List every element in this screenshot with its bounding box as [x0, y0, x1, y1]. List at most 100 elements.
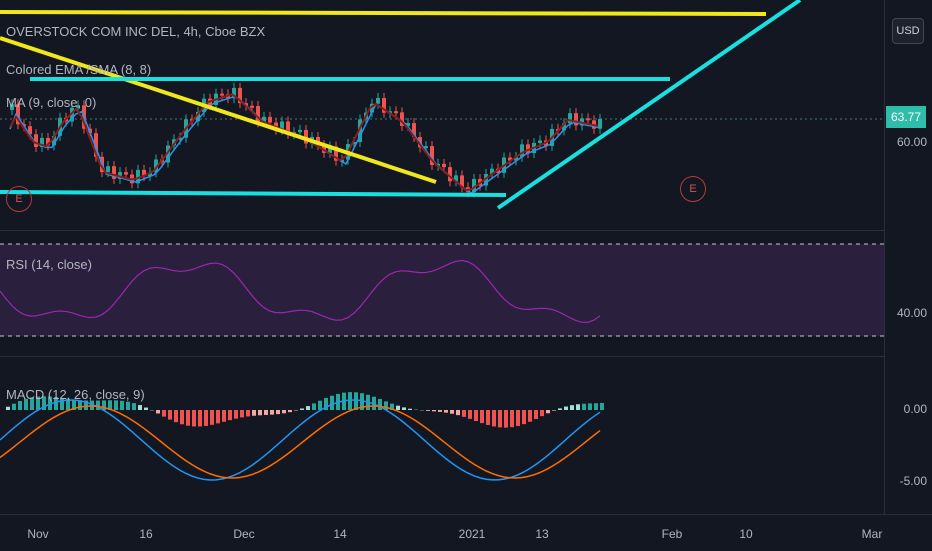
macd-histogram-bar [330, 396, 334, 410]
macd-histogram-bar [228, 410, 232, 420]
ma-line [10, 97, 598, 193]
price-level-label: 60.00 [897, 135, 927, 149]
time-axis[interactable]: Nov 16 Dec 14 2021 13 Feb 10 Mar [0, 514, 932, 551]
price-scale[interactable]: 60.00 40.00 0.00 -5.00 [884, 0, 932, 514]
macd-histogram-bar [246, 410, 250, 416]
candle-body [568, 113, 572, 123]
macd-histogram-bar [126, 402, 130, 410]
candle-body [394, 111, 398, 113]
trendline-cyan-support [0, 192, 506, 195]
last-price-tag: 63.77 [886, 106, 926, 128]
macd-histogram-bar [588, 403, 592, 410]
macd-histogram-bar [300, 408, 304, 410]
macd-histogram-bar [6, 407, 10, 410]
time-tick: 13 [535, 527, 548, 541]
macd-histogram-bar [156, 410, 160, 413]
macd-histogram-bar [408, 409, 412, 410]
macd-pane[interactable]: MACD (12, 26, close, 9) [0, 357, 884, 514]
macd-histogram-bar [132, 403, 136, 410]
macd-histogram-bar [498, 410, 502, 427]
macd-chart[interactable] [0, 357, 884, 514]
ma-indicator-label[interactable]: MA (9, close, 0) [6, 95, 96, 110]
macd-histogram-bar [270, 410, 274, 415]
candle-body [124, 172, 128, 174]
time-tick: Mar [862, 527, 883, 541]
ema-indicator-label[interactable]: Colored EMA /SMA (8, 8) [6, 62, 151, 77]
macd-histogram-bar [288, 410, 292, 412]
macd-histogram-bar [282, 410, 286, 413]
macd-histogram-bar [162, 410, 166, 417]
macd-indicator-label[interactable]: MACD (12, 26, close, 9) [6, 387, 145, 402]
macd-histogram-bar [318, 401, 322, 410]
macd-histogram-bar [486, 410, 490, 425]
time-tick: Feb [662, 527, 683, 541]
macd-zero-label: 0.00 [904, 402, 927, 416]
macd-histogram-bar [582, 404, 586, 410]
candle-body [442, 164, 446, 167]
time-tick: 10 [739, 527, 752, 541]
macd-histogram-bar [348, 392, 352, 410]
candle-body [598, 119, 602, 129]
macd-histogram-bar [492, 410, 496, 426]
macd-histogram-bar [570, 405, 574, 410]
macd-histogram-bar [168, 410, 172, 420]
candle-body [220, 94, 224, 96]
macd-histogram-bar [474, 410, 478, 421]
candle-body [376, 98, 380, 104]
macd-histogram-bar [432, 410, 436, 411]
macd-histogram-bar [516, 410, 520, 426]
macd-histogram-bar [558, 408, 562, 410]
macd-histogram-bar [138, 405, 142, 410]
macd-histogram-bar [462, 410, 466, 417]
macd-histogram-bar [546, 410, 550, 413]
macd-histogram-bar [240, 410, 244, 417]
macd-histogram-bar [444, 410, 448, 413]
macd-histogram-bar [264, 410, 268, 415]
rsi-chart[interactable] [0, 231, 884, 356]
macd-histogram-bar [480, 410, 484, 423]
macd-histogram-bar [252, 410, 256, 416]
macd-histogram-bar [396, 406, 400, 410]
time-tick: Dec [233, 527, 254, 541]
macd-histogram-bar [234, 410, 238, 419]
macd-histogram-bar [510, 410, 514, 427]
candle-body [106, 166, 110, 172]
macd-histogram-bar [552, 410, 556, 411]
macd-histogram-bar [312, 403, 316, 410]
candle-body [268, 117, 272, 123]
macd-histogram-bar [564, 407, 568, 410]
macd-histogram-bar [180, 410, 184, 424]
macd-histogram-bar [216, 410, 220, 423]
macd-histogram-bar [174, 410, 178, 422]
rsi-indicator-label[interactable]: RSI (14, close) [6, 257, 92, 272]
macd-histogram-bar [522, 410, 526, 424]
candle-body [298, 130, 302, 132]
macd-histogram-bar [192, 410, 196, 426]
time-tick: 2021 [459, 527, 486, 541]
macd-histogram-bar [534, 410, 538, 419]
macd-histogram-bar [456, 410, 460, 415]
macd-histogram-bar [504, 410, 508, 428]
symbol-title: OVERSTOCK COM INC DEL, 4h, Cboe BZX [6, 24, 265, 39]
rsi-band [0, 244, 884, 336]
macd-histogram-bar [576, 404, 580, 410]
rsi-pane[interactable]: RSI (14, close) [0, 231, 884, 356]
macd-histogram-bar [306, 406, 310, 410]
macd-histogram-bar [144, 408, 148, 410]
trendline-yellow-top [0, 12, 766, 14]
macd-histogram-bar [540, 410, 544, 416]
macd-histogram-bar [426, 410, 430, 411]
macd-histogram-bar [594, 403, 598, 410]
macd-histogram-bar [12, 404, 16, 410]
macd-neg-label: -5.00 [900, 474, 927, 488]
earnings-marker[interactable]: E [680, 176, 706, 202]
macd-histogram-bar [222, 410, 226, 422]
currency-button[interactable]: USD [892, 18, 924, 44]
macd-histogram-bar [198, 410, 202, 427]
macd-histogram-bar [210, 410, 214, 425]
macd-histogram-bar [402, 407, 406, 410]
macd-histogram-bar [276, 410, 280, 414]
time-tick: 14 [333, 527, 346, 541]
earnings-marker[interactable]: E [6, 186, 32, 212]
price-pane[interactable]: OVERSTOCK COM INC DEL, 4h, Cboe BZX Colo… [0, 0, 884, 230]
